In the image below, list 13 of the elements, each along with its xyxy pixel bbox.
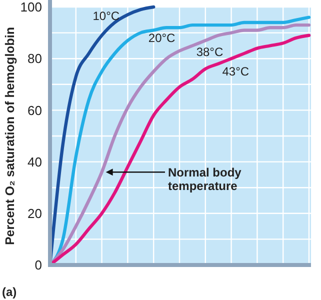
series-label: 20°C [148,30,176,45]
y-tick-label: 40 [28,154,42,170]
y-tick-label: 20 [28,206,42,221]
y-tick-label: 100 [20,0,42,15]
y-tick-label: 0 [34,258,42,273]
y-axis-title: Percent O₂ saturation of hemoglobin [3,26,17,246]
series-label: 10°C [92,8,120,23]
text: (a) [2,285,17,299]
y-tick-label: 80 [28,51,42,66]
series-label: 38°C [196,45,224,60]
annotation: Normal body temperature [168,165,242,194]
series-label: 43°C [222,64,250,78]
y-tick-label: 60 [28,102,42,118]
